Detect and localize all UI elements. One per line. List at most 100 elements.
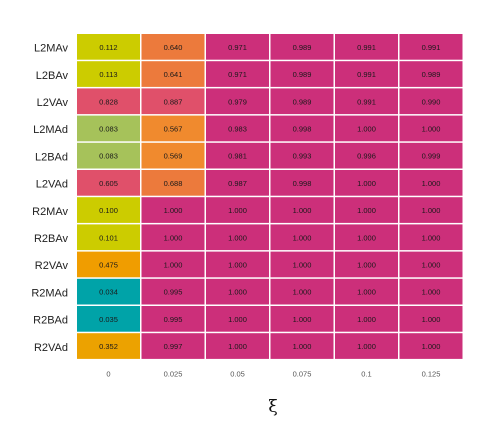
row-label-l2bad: L2BAd xyxy=(35,151,68,163)
cell-value-label: 1.000 xyxy=(228,233,247,242)
heatmap-cell xyxy=(206,34,269,60)
cell-value-label: 0.983 xyxy=(228,124,247,133)
cell-value-label: 1.000 xyxy=(422,124,441,133)
heatmap-cells: 0.112 0.640 0.971 0.989 0.991 0.991 0.113 0.641… xyxy=(77,34,463,359)
x-axis-title: ξ xyxy=(268,397,277,417)
heatmap-cell xyxy=(141,333,205,359)
heatmap-cell xyxy=(335,197,398,223)
cell-value-label: 0.997 xyxy=(164,342,183,351)
cell-value-label: 1.000 xyxy=(164,206,183,215)
heatmap-cell xyxy=(77,224,140,251)
cell-value-label: 0.113 xyxy=(99,70,117,79)
row-label-r2mad: R2MAd xyxy=(31,287,68,299)
cell-value-label: 0.828 xyxy=(99,97,118,106)
heatmap-cell xyxy=(206,224,269,251)
cell-value-label: 0.569 xyxy=(164,152,183,161)
cell-value-label: 0.991 xyxy=(357,70,376,79)
heatmap-cell xyxy=(77,197,140,223)
heatmap-cell xyxy=(399,170,463,196)
cell-value-label: 0.989 xyxy=(422,70,441,79)
cell-value-label: 0.987 xyxy=(228,179,247,188)
column-labels: 0 0.025 0.05 0.075 0.1 0.125 xyxy=(106,369,440,378)
heatmap-cell xyxy=(206,278,269,305)
cell-value-label: 1.000 xyxy=(357,342,376,351)
heatmap-cell xyxy=(77,115,140,142)
heatmap-cell xyxy=(335,306,398,332)
heatmap-cell xyxy=(141,88,205,115)
cell-value-label: 0.083 xyxy=(99,152,118,161)
heatmap-cell xyxy=(77,170,140,196)
cell-value-label: 0.100 xyxy=(99,206,118,215)
column-tick-label: 0.025 xyxy=(164,369,183,378)
cell-value-label: 0.641 xyxy=(164,70,183,79)
heatmap-cell xyxy=(270,278,334,305)
cell-value-label: 1.000 xyxy=(357,124,376,133)
cell-value-label: 1.000 xyxy=(422,315,441,324)
heatmap-cell xyxy=(77,306,140,332)
cell-value-label: 1.000 xyxy=(357,179,376,188)
cell-value-label: 1.000 xyxy=(293,288,312,297)
cell-value-label: 0.352 xyxy=(99,342,118,351)
heatmap-cell xyxy=(399,224,463,251)
heatmap-cell xyxy=(141,61,205,87)
cell-value-label: 0.991 xyxy=(422,43,441,52)
column-tick-label: 0.1 xyxy=(361,369,371,378)
row-label-l2vad: L2VAd xyxy=(36,179,68,191)
heatmap-cell xyxy=(335,224,398,251)
column-tick-label: 0 xyxy=(106,369,110,378)
heatmap-cell xyxy=(206,197,269,223)
cell-value-label: 0.995 xyxy=(164,288,183,297)
heatmap-cell xyxy=(270,170,334,196)
cell-value-label: 0.971 xyxy=(228,70,247,79)
heatmap-cell xyxy=(141,34,205,60)
cell-value-label: 1.000 xyxy=(357,206,376,215)
heatmap-cell xyxy=(399,34,463,60)
heatmap-cell xyxy=(206,306,269,332)
cell-value-label: 1.000 xyxy=(422,288,441,297)
cell-value-label: 0.112 xyxy=(99,43,117,52)
row-label-r2vav: R2VAv xyxy=(35,260,69,272)
heatmap-cell xyxy=(141,224,205,251)
heatmap-cell xyxy=(206,88,269,115)
heatmap-cell xyxy=(270,88,334,115)
heatmap-cell xyxy=(77,88,140,115)
heatmap-cell xyxy=(335,278,398,305)
cell-value-label: 0.035 xyxy=(99,315,118,324)
cell-value-label: 0.993 xyxy=(293,152,312,161)
cell-value-label: 0.083 xyxy=(99,124,118,133)
heatmap-cell xyxy=(335,34,398,60)
heatmap-cell xyxy=(335,333,398,359)
heatmap-cell xyxy=(399,306,463,332)
row-label-r2bav: R2BAv xyxy=(34,233,69,245)
heatmap-cell xyxy=(141,278,205,305)
heatmap-cell xyxy=(206,333,269,359)
heatmap-cell xyxy=(141,251,205,278)
cell-value-label: 0.998 xyxy=(293,124,312,133)
row-label-r2vad: R2VAd xyxy=(34,342,68,354)
cell-value-label: 0.995 xyxy=(164,315,183,324)
heatmap-cell xyxy=(141,306,205,332)
heatmap-cell xyxy=(77,61,140,87)
heatmap-cell xyxy=(270,34,334,60)
column-tick-label: 0.05 xyxy=(230,369,245,378)
heatmap-cell xyxy=(399,142,463,169)
heatmap-cell xyxy=(270,224,334,251)
cell-value-label: 1.000 xyxy=(293,315,312,324)
cell-value-label: 1.000 xyxy=(357,315,376,324)
cell-value-label: 1.000 xyxy=(164,260,183,269)
heatmap-cell xyxy=(206,142,269,169)
heatmap-cell xyxy=(335,115,398,142)
heatmap-cell xyxy=(206,251,269,278)
cell-value-label: 0.971 xyxy=(228,43,247,52)
cell-value-label: 0.981 xyxy=(228,152,247,161)
heatmap-cell xyxy=(335,142,398,169)
heatmap-cell xyxy=(399,61,463,87)
cell-value-label: 1.000 xyxy=(228,288,247,297)
row-labels: L2MAv L2BAv L2VAv L2MAd L2BAd L2VAd R2MAv R2BAv… xyxy=(31,43,68,354)
cell-value-label: 0.998 xyxy=(293,179,312,188)
heatmap-cell xyxy=(335,170,398,196)
heatmap-cell xyxy=(206,170,269,196)
heatmap-cell xyxy=(399,251,463,278)
cell-value-label: 1.000 xyxy=(228,315,247,324)
